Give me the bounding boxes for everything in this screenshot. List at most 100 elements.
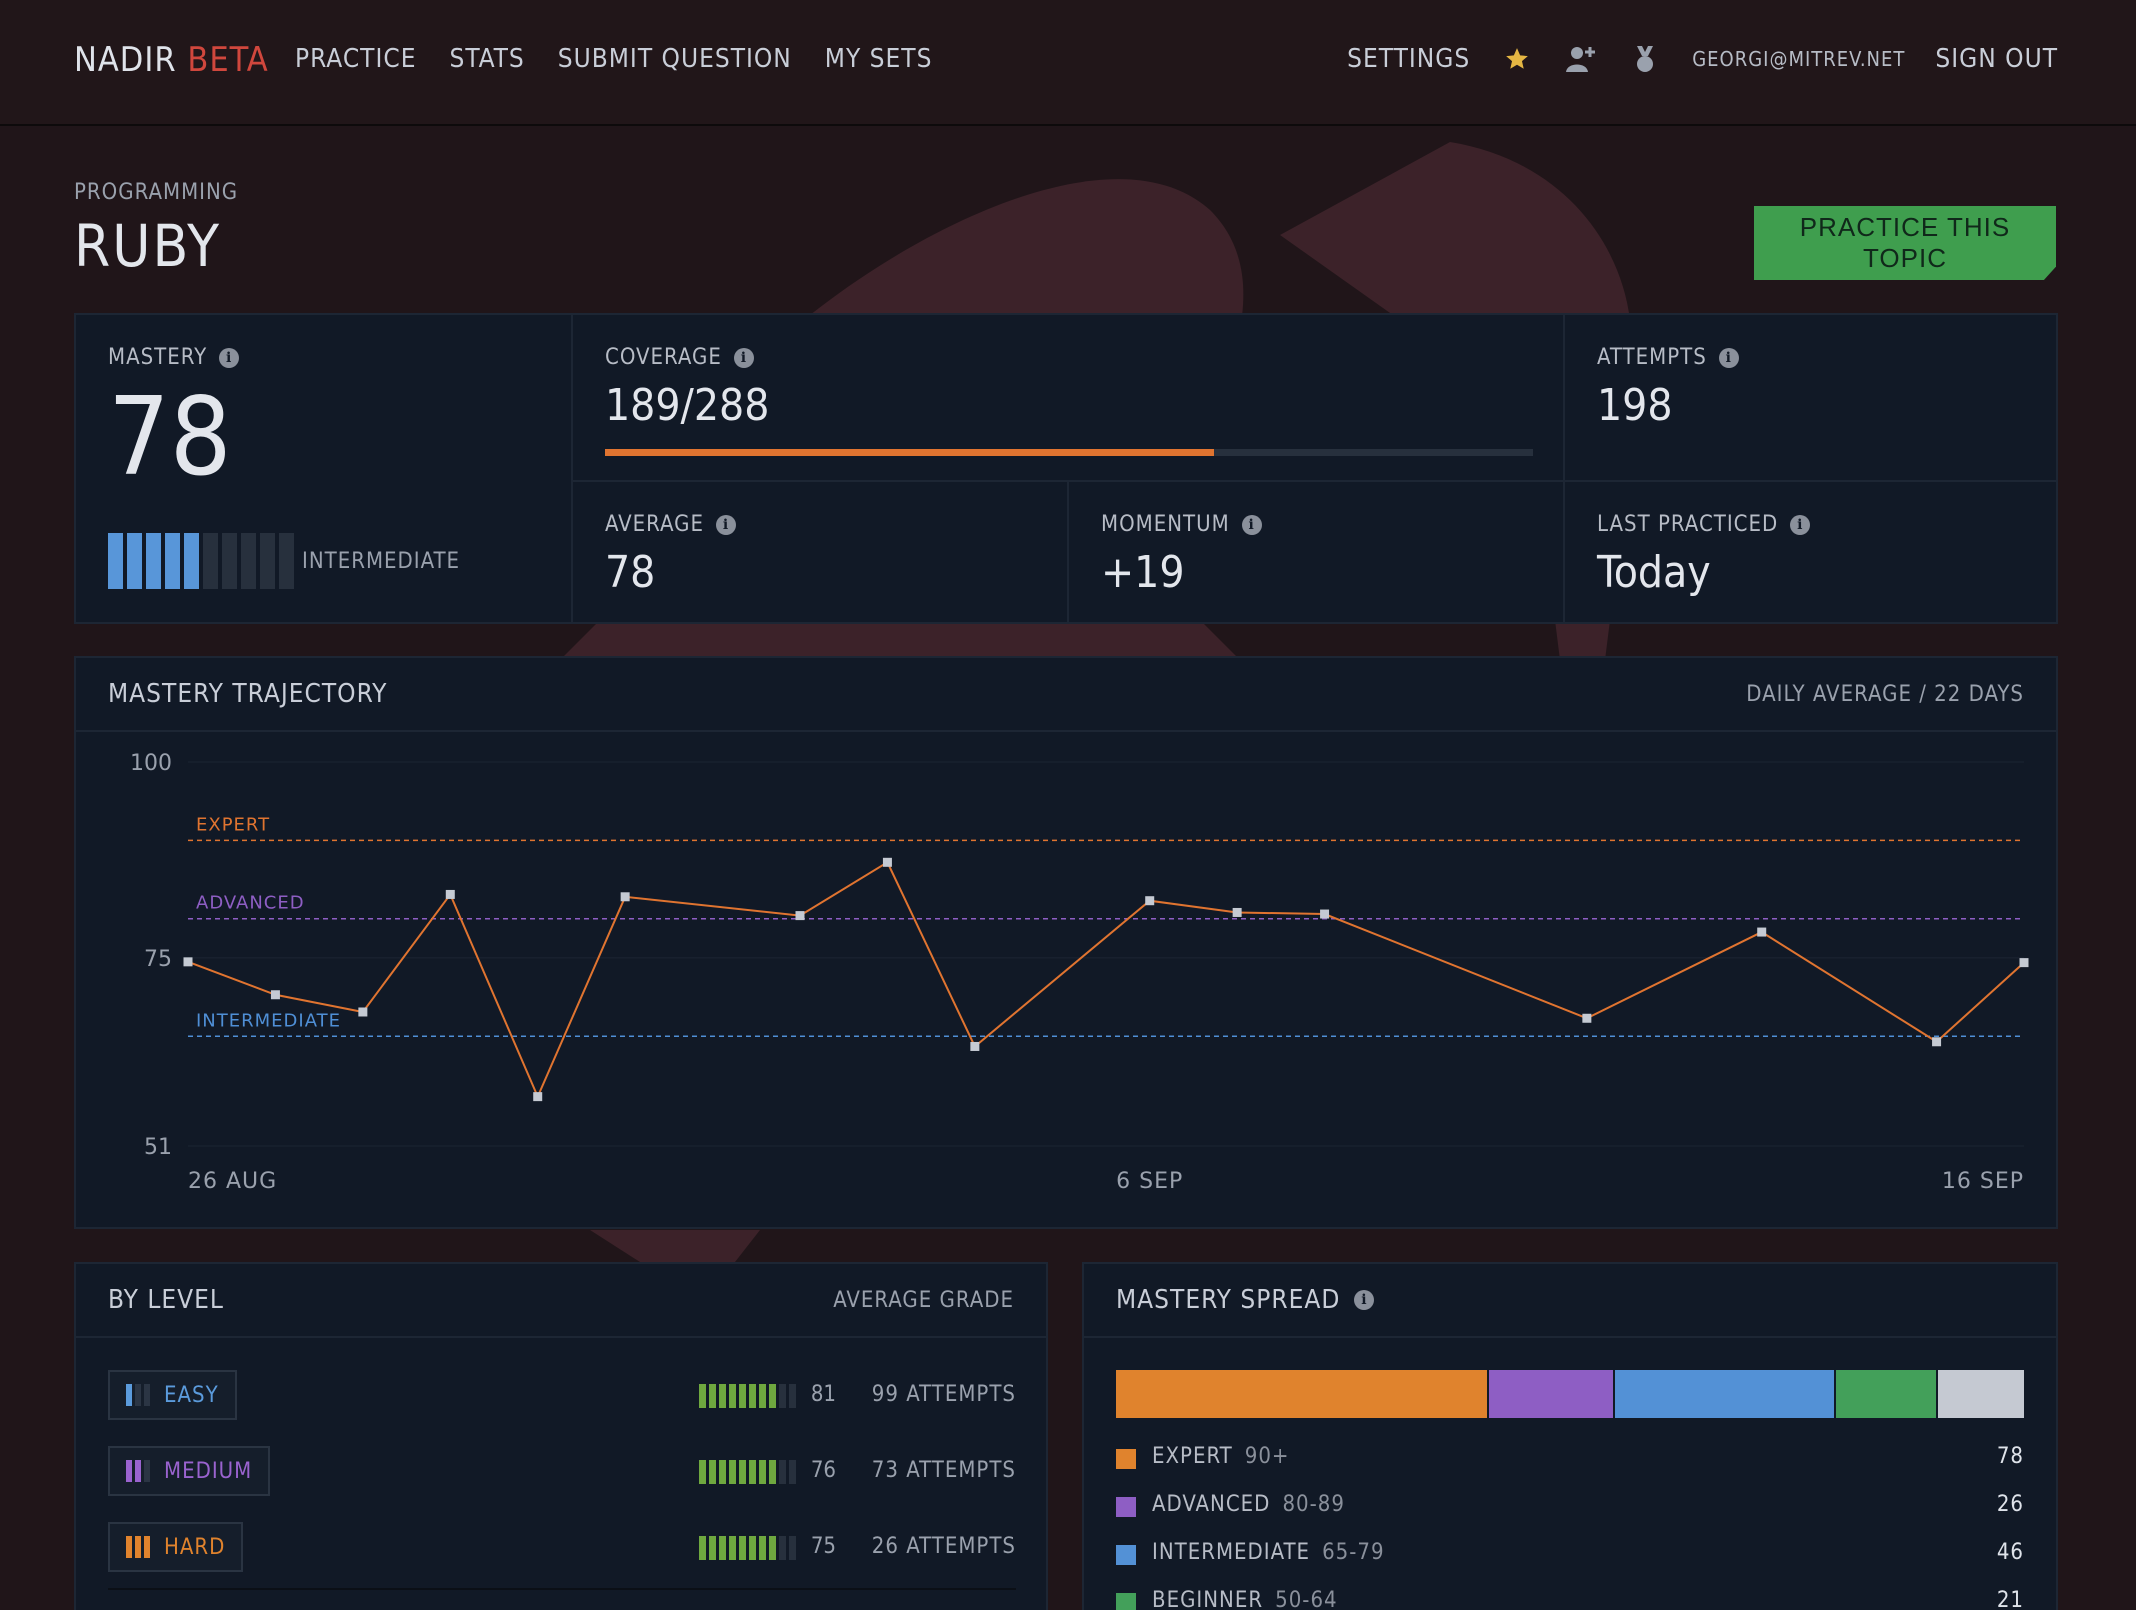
level-tag[interactable]: MEDIUM: [108, 1446, 271, 1496]
difficulty-icon: [126, 1536, 150, 1558]
grade-bar-segment: [779, 1384, 786, 1408]
sign-out-link[interactable]: SIGN OUT: [1935, 44, 2058, 74]
chart-title: MASTERY TRAJECTORY: [108, 679, 388, 709]
brand-logo[interactable]: NADIR BETA: [74, 40, 269, 80]
difficulty-icon: [126, 1384, 150, 1406]
legend-count: 21: [1996, 1588, 2024, 1610]
spread-segment: [1938, 1370, 2024, 1418]
mastery-label: MASTERY: [108, 345, 208, 370]
grade-bar-segment: [769, 1384, 776, 1408]
y-tick-label: 75: [144, 947, 172, 972]
nav-link-submit-question[interactable]: SUBMIT QUESTION: [557, 44, 792, 74]
legend-name: BEGINNER 50-64: [1152, 1588, 1338, 1610]
legend-name: INTERMEDIATE 65-79: [1152, 1540, 1385, 1565]
grade-bar-segment: [719, 1460, 726, 1484]
legend-row-advanced: ADVANCED 80-89 26: [1116, 1492, 2024, 1522]
practice-topic-button[interactable]: PRACTICE THIS TOPIC: [1754, 206, 2056, 280]
legend-range: 65-79: [1322, 1540, 1385, 1565]
grade-value: 81: [810, 1382, 836, 1407]
legend-row-intermediate: INTERMEDIATE 65-79 46: [1116, 1540, 2024, 1570]
spread-stacked-bar: [1116, 1370, 2024, 1418]
main-nav: PRACTICE STATS SUBMIT QUESTION MY SETS: [295, 44, 932, 74]
average-label: AVERAGE: [605, 512, 705, 537]
data-point: [358, 1007, 368, 1017]
spread-title-row: MASTERY SPREAD i: [1116, 1285, 1375, 1315]
coverage-value: 189/288: [605, 380, 770, 431]
level-name: EASY: [164, 1382, 219, 1408]
grade-bar: [699, 1460, 796, 1484]
spread-segment: [1836, 1370, 1937, 1418]
coverage-progress-fill: [605, 449, 1214, 456]
x-tick-label: 26 AUG: [188, 1169, 277, 1194]
attempts-label-row: ATTEMPTS i: [1597, 345, 2026, 370]
mastery-segment: [146, 533, 161, 589]
momentum-card: MOMENTUM i +19: [1069, 482, 1565, 624]
grade-bar-segment: [769, 1536, 776, 1560]
series-line: [187, 860, 2025, 1100]
medal-icon[interactable]: [1628, 42, 1662, 76]
level-bar-segment: [135, 1536, 141, 1558]
grade-bar-segment: [739, 1384, 746, 1408]
grade-bar-segment: [759, 1536, 766, 1560]
star-icon[interactable]: [1500, 42, 1534, 76]
grade-value: 76: [810, 1458, 836, 1483]
mastery-segment: [260, 533, 275, 589]
legend-swatch: [1116, 1497, 1136, 1517]
mastery-trajectory-panel: MASTERY TRAJECTORY DAILY AVERAGE / 22 DA…: [74, 656, 2058, 1229]
mastery-label-row: MASTERY i: [108, 345, 539, 370]
add-user-icon[interactable]: [1564, 42, 1598, 76]
by-level-subtitle: AVERAGE GRADE: [833, 1287, 1014, 1313]
mastery-spread-panel: MASTERY SPREAD i EXPERT 90+ 78 ADVANCED 80-8…: [1082, 1262, 2058, 1610]
info-icon[interactable]: i: [1718, 347, 1739, 368]
grade-bar-segment: [749, 1384, 756, 1408]
mastery-segment: [241, 533, 256, 589]
average-value: 78: [605, 547, 656, 598]
by-level-title: BY LEVEL: [108, 1285, 224, 1315]
user-email[interactable]: GEORGI@MITREV.NET: [1692, 47, 1906, 71]
nav-link-practice[interactable]: PRACTICE: [295, 44, 417, 74]
data-point: [270, 990, 280, 1000]
by-level-panel: BY LEVEL AVERAGE GRADE EASY 81 99 ATTEMPTS…: [74, 1262, 1048, 1610]
level-tag[interactable]: HARD: [108, 1522, 244, 1572]
attempts-label: ATTEMPTS: [1597, 345, 1707, 370]
data-point: [882, 857, 892, 867]
grade-bar-segment: [709, 1384, 716, 1408]
info-icon[interactable]: i: [716, 514, 737, 535]
data-point: [183, 957, 193, 967]
info-icon[interactable]: i: [1790, 514, 1811, 535]
level-row-hard: HARD 75 26 ATTEMPTS: [108, 1522, 1016, 1572]
panel-header: MASTERY TRAJECTORY DAILY AVERAGE / 22 DA…: [76, 658, 2056, 732]
panel-header: MASTERY SPREAD i: [1084, 1264, 2056, 1338]
info-icon[interactable]: i: [1241, 514, 1262, 535]
legend-count: 46: [1996, 1540, 2024, 1565]
nav-link-settings[interactable]: SETTINGS: [1347, 44, 1471, 74]
mastery-segment: [127, 533, 142, 589]
info-icon[interactable]: i: [1354, 1290, 1375, 1310]
info-icon[interactable]: i: [219, 347, 240, 368]
level-tag[interactable]: EASY: [108, 1370, 237, 1420]
level-bar-segment: [135, 1384, 141, 1406]
nav-link-my-sets[interactable]: MY SETS: [824, 44, 933, 74]
legend-row-beginner: BEGINNER 50-64 21: [1116, 1588, 2024, 1610]
grade-bar-segment: [749, 1460, 756, 1484]
mastery-segment-bar: [108, 533, 294, 589]
mastery-level: INTERMEDIATE: [302, 549, 461, 574]
level-bar-segment: [144, 1384, 150, 1406]
legend-name: EXPERT 90+: [1152, 1444, 1290, 1469]
grade-bar-segment: [699, 1384, 706, 1408]
nav-link-stats[interactable]: STATS: [449, 44, 525, 74]
legend-range: 90+: [1244, 1444, 1290, 1469]
momentum-value: +19: [1101, 547, 1185, 598]
info-icon[interactable]: i: [733, 347, 754, 368]
data-point: [1320, 909, 1330, 919]
threshold-label: ADVANCED: [196, 893, 305, 914]
momentum-label: MOMENTUM: [1101, 512, 1230, 537]
legend-count: 26: [1996, 1492, 2024, 1517]
legend-range: 50-64: [1275, 1588, 1338, 1610]
level-bar-segment: [135, 1460, 141, 1482]
mastery-segment: [184, 533, 199, 589]
coverage-card: COVERAGE i 189/288: [573, 315, 1565, 482]
grade-bar-segment: [719, 1384, 726, 1408]
level-row-medium: MEDIUM 76 73 ATTEMPTS: [108, 1446, 1016, 1496]
level-name: MEDIUM: [164, 1458, 253, 1484]
